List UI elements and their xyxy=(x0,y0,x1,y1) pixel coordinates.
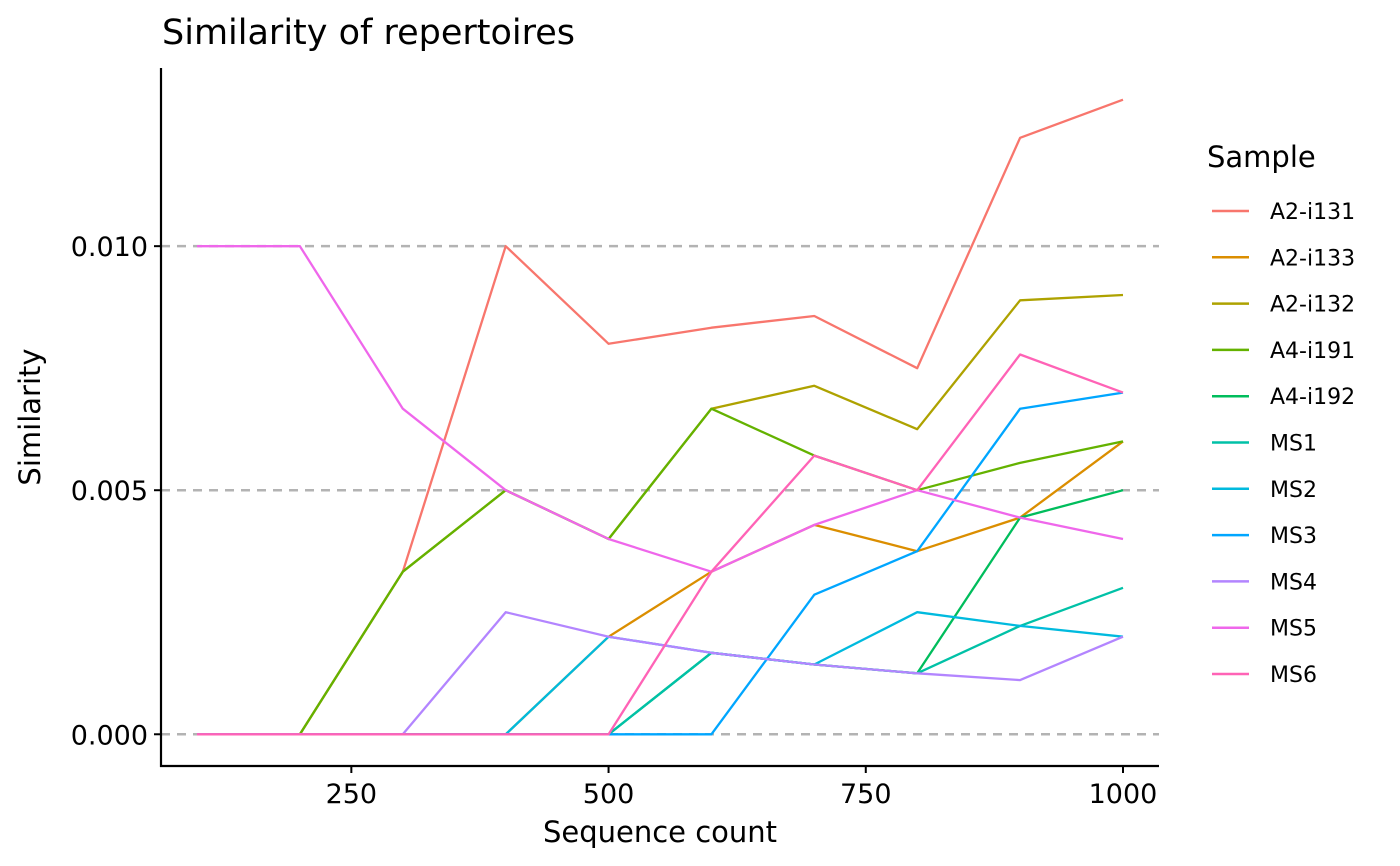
legend-label-a4-i191: A4-i191 xyxy=(1270,339,1355,364)
x-tick-label: 500 xyxy=(583,779,635,810)
legend-label-ms1: MS1 xyxy=(1270,432,1317,457)
series-line-a2-i133 xyxy=(197,440,1124,736)
legend: Sample A2-i131 A2-i133 A2-i132 A4-i191 A4-i1… xyxy=(1207,140,1355,688)
x-tick-label: 750 xyxy=(840,779,892,810)
legend-label-ms5: MS5 xyxy=(1270,617,1317,642)
series-line-ms5 xyxy=(197,245,1124,573)
y-tick-label: 0.010 xyxy=(71,232,148,263)
x-tick-label: 1000 xyxy=(1089,779,1158,810)
legend-label-a4-i192: A4-i192 xyxy=(1270,385,1355,410)
legend-label-ms3: MS3 xyxy=(1270,524,1317,549)
series-line-a2-i131 xyxy=(197,98,1124,736)
series-line-ms3 xyxy=(197,391,1124,736)
series-line-a4-i191 xyxy=(197,407,1124,736)
series-lines xyxy=(197,98,1124,736)
x-axis-ticks: 250 500 750 1000 xyxy=(326,766,1158,810)
series-line-ms4 xyxy=(197,611,1124,736)
series-line-ms2 xyxy=(197,611,1124,736)
legend-label-ms4: MS4 xyxy=(1270,570,1317,595)
series-line-a4-i192 xyxy=(197,489,1124,736)
legend-label-ms6: MS6 xyxy=(1270,663,1317,688)
legend-label-a2-i133: A2-i133 xyxy=(1270,246,1355,271)
legend-title: Sample xyxy=(1207,140,1316,174)
x-axis-title: Sequence count xyxy=(543,815,777,849)
legend-label-a2-i132: A2-i132 xyxy=(1270,293,1355,318)
y-axis-title: Similarity xyxy=(13,348,47,485)
legend-label-a2-i131: A2-i131 xyxy=(1270,200,1355,225)
y-tick-label: 0.000 xyxy=(71,720,148,751)
legend-items: A2-i131 A2-i133 A2-i132 A4-i191 A4-i192 MS1 MS… xyxy=(1212,200,1355,688)
y-axis-ticks: 0.000 0.005 0.010 xyxy=(71,232,161,751)
series-line-a2-i132 xyxy=(197,293,1124,736)
chart-title: Similarity of repertoires xyxy=(162,13,575,53)
grid-lines xyxy=(161,244,1159,736)
x-tick-label: 250 xyxy=(326,779,378,810)
y-tick-label: 0.005 xyxy=(71,476,148,507)
legend-label-ms2: MS2 xyxy=(1270,478,1317,503)
series-line-ms1 xyxy=(197,586,1124,736)
series-line-ms6 xyxy=(197,353,1124,736)
